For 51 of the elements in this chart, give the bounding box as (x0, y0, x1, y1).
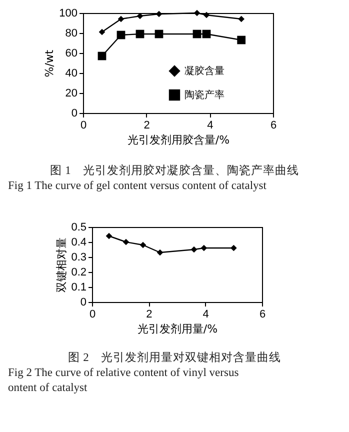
y-tick-label: 0.1 (71, 282, 86, 294)
point (136, 30, 144, 38)
caption: Fig 1 The curve of gel content versus content of catalyst (7, 179, 268, 194)
y-tick-label: 80 (65, 28, 78, 40)
y-tick-label: 0 (80, 296, 86, 308)
point (136, 12, 144, 20)
caption: 图 1 光引发剂用胶对凝胶含量、陶瓷产率曲线 (49, 164, 300, 179)
point (200, 244, 208, 252)
point (122, 238, 130, 246)
legend-label: 陶瓷产率 (184, 89, 224, 101)
y-tick-label: 40 (65, 68, 78, 80)
y-tick-label: 60 (65, 48, 78, 60)
x-axis-title: 光引发剂用量/% (137, 322, 218, 336)
y-tick-label: 0 (71, 108, 78, 120)
y-tick-label: 0.3 (71, 252, 86, 264)
point (98, 28, 106, 36)
caption: 图 2 光引发剂用量对双键相对含量曲线 (67, 351, 282, 366)
point (230, 244, 237, 252)
point (118, 16, 124, 22)
point (156, 10, 162, 18)
point (116, 30, 126, 40)
x-tick-label: 4 (207, 120, 214, 132)
y-tick-label: 0.4 (71, 236, 86, 248)
point (106, 232, 112, 240)
y-tick-label: 20 (65, 88, 78, 100)
y-axis-title: 双键相对量 (55, 238, 68, 292)
x-tick-label: 2 (144, 120, 150, 132)
point (190, 246, 198, 253)
legend-label: 凝胶含量 (184, 65, 224, 77)
point (203, 12, 210, 18)
point (194, 10, 200, 16)
point (156, 249, 164, 256)
point (154, 30, 164, 38)
point (238, 16, 244, 22)
text: ontent of catalyst (7, 381, 88, 396)
point (192, 30, 202, 38)
point (98, 52, 106, 60)
point (202, 30, 211, 38)
x-tick-label: 6 (270, 120, 277, 132)
y-axis-title: %/wt (43, 49, 56, 78)
x-tick-label: 2 (146, 308, 152, 320)
y-tick-label: 0.2 (71, 266, 86, 278)
x-tick-label: 6 (259, 308, 266, 320)
y-tick-label: 0.5 (71, 222, 86, 234)
y-tick-label: 100 (59, 8, 78, 20)
point (237, 36, 246, 44)
x-tick-label: 4 (202, 308, 209, 320)
point (140, 242, 146, 248)
x-tick-label: 0 (89, 308, 96, 320)
x-axis-title: 光引发剂用胶含量/% (127, 134, 230, 146)
caption: Fig 2 The curve of relative content of vinyl versus (7, 366, 240, 381)
